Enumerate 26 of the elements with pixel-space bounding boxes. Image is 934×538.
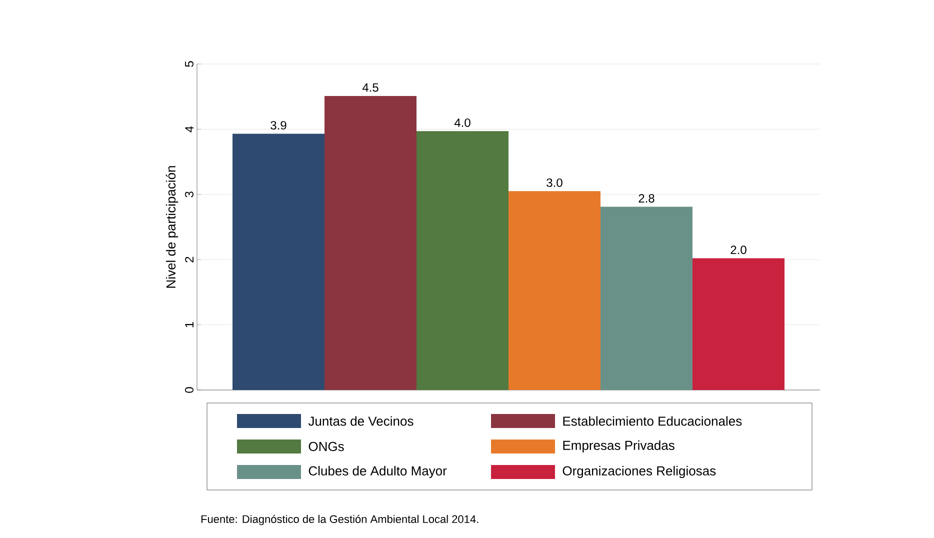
legend-label: Juntas de Vecinos (308, 416, 414, 426)
bar (692, 258, 785, 390)
y-tick-label: 4 (185, 126, 194, 132)
bar (508, 191, 601, 390)
y-axis-title: Nivel de participación (166, 166, 178, 288)
bar (232, 134, 325, 390)
data-label: 2.0 (730, 246, 746, 254)
bar (600, 206, 693, 390)
y-tick-label: 0 (184, 387, 194, 393)
legend-label: Establecimiento Educacionales (563, 416, 742, 426)
legend-label: ONGs (308, 442, 344, 452)
bar (416, 131, 509, 390)
y-tick-label: 3 (184, 192, 194, 198)
data-label: 4.5 (362, 83, 378, 92)
legend-label: Empresas Privadas (563, 440, 674, 453)
legend-label: Clubes de Adulto Mayor (308, 466, 447, 478)
y-tick-label: 1 (185, 322, 194, 328)
y-tick-label: 2 (185, 256, 194, 262)
data-label: 2.8 (638, 194, 654, 203)
data-label: 3.9 (270, 121, 286, 130)
data-label: 4.0 (454, 118, 470, 127)
bar (324, 96, 417, 390)
data-label: 3.0 (546, 178, 562, 187)
legend-label: Organizaciones Religiosas (562, 466, 716, 478)
y-tick-label: 5 (185, 61, 194, 67)
source-note: Fuente: Diagnóstico de la Gestión Ambiental Local 2014. (201, 514, 478, 526)
